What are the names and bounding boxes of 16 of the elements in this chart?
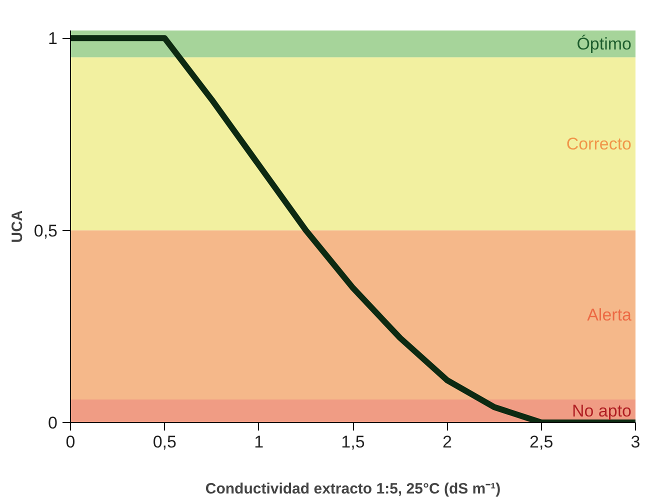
x-tick-label: 0,5	[152, 432, 176, 452]
band-label: Alerta	[587, 305, 632, 324]
x-tick-label: 0	[66, 432, 76, 452]
x-tick-label: 1	[254, 432, 264, 452]
x-tick-label: 2,5	[530, 432, 554, 452]
y-tick-label: 0	[48, 414, 58, 432]
y-axis-title: UCA	[8, 210, 26, 243]
y-tick-label: 1	[48, 29, 58, 48]
x-tick-label: 2	[442, 432, 452, 452]
band-label: Óptimo	[576, 34, 632, 54]
x-tick-label: 1,5	[341, 432, 365, 452]
band-label: Correcto	[566, 134, 632, 154]
x-axis-title: Conductividad extracto 1:5, 25°C (dS m⁻¹)	[205, 480, 501, 498]
band-label: No apto	[572, 401, 632, 420]
y-tick-label: 0,5	[34, 221, 58, 240]
x-tick-label: 3	[630, 432, 640, 452]
